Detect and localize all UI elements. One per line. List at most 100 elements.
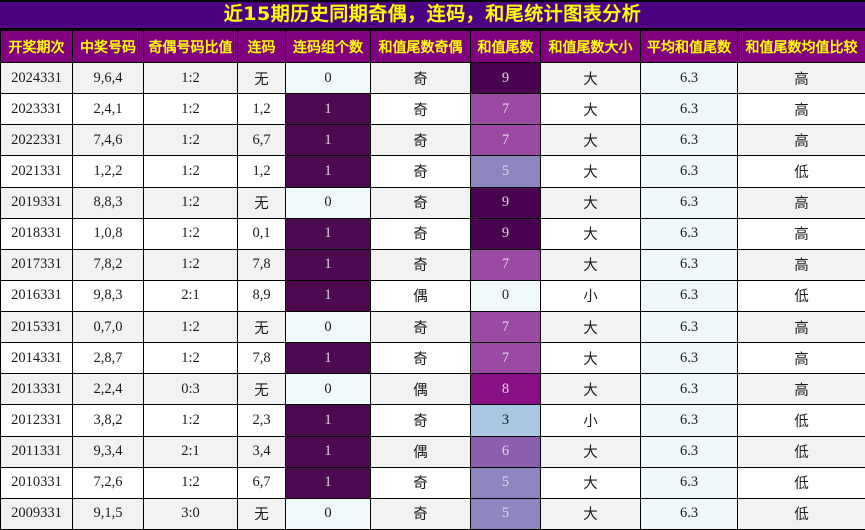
consecutive-group-count-cell: 1 <box>285 342 371 375</box>
period-cell: 2022331 <box>0 124 73 157</box>
odd-even-ratio-cell: 1:2 <box>143 155 238 188</box>
sum-tail-parity-cell: 奇 <box>370 466 471 499</box>
avg-sum-tail-cell: 6.3 <box>640 404 738 437</box>
sum-tail-size-cell: 大 <box>540 155 641 188</box>
sum-tail-size-cell: 大 <box>540 124 641 157</box>
sum-tail-size-cell: 大 <box>540 93 641 126</box>
sum-tail-size-cell: 大 <box>540 310 641 344</box>
col-header-sum-tail-size: 和值尾数大小 <box>540 30 641 63</box>
avg-sum-tail-cell: 6.3 <box>640 497 738 530</box>
consecutive-codes-cell: 1,2 <box>237 93 286 126</box>
vs-mean-cell: 高 <box>737 310 865 344</box>
table-row: 2019331 8,8,3 1:2 无 0 奇 9 大 6.3 高 <box>0 186 865 219</box>
avg-sum-tail-cell: 6.3 <box>640 155 738 188</box>
col-header-period: 开奖期次 <box>0 30 73 63</box>
sum-tail-parity-cell: 奇 <box>370 93 471 126</box>
consecutive-codes-cell: 7,8 <box>237 342 286 375</box>
sum-tail-parity-cell: 偶 <box>370 279 471 313</box>
vs-mean-cell: 高 <box>737 186 865 219</box>
sum-tail-size-cell: 大 <box>540 342 641 375</box>
sum-tail-cell: 7 <box>470 342 541 375</box>
period-cell: 2017331 <box>0 248 73 281</box>
sum-tail-cell: 7 <box>470 124 541 157</box>
odd-even-ratio-cell: 1:2 <box>143 93 238 126</box>
page-title: 近15期历史同期奇偶，连码，和尾统计图表分析 <box>0 0 865 30</box>
consecutive-group-count-cell: 1 <box>285 155 371 188</box>
consecutive-codes-cell: 无 <box>237 61 286 95</box>
table-row: 2016331 9,8,3 2:1 8,9 1 偶 0 小 6.3 低 <box>0 279 865 313</box>
odd-even-ratio-cell: 3:0 <box>143 497 238 530</box>
winning-numbers-cell: 1,0,8 <box>72 217 144 250</box>
odd-even-ratio-cell: 1:2 <box>143 124 238 157</box>
sum-tail-parity-cell: 奇 <box>370 497 471 530</box>
sum-tail-parity-cell: 偶 <box>370 373 471 406</box>
consecutive-group-count-cell: 1 <box>285 217 371 250</box>
avg-sum-tail-cell: 6.3 <box>640 217 738 250</box>
table-row: 2010331 7,2,6 1:2 6,7 1 奇 5 大 6.3 低 <box>0 466 865 499</box>
sum-tail-parity-cell: 奇 <box>370 155 471 188</box>
vs-mean-cell: 高 <box>737 373 865 406</box>
consecutive-group-count-cell: 0 <box>285 310 371 344</box>
consecutive-group-count-cell: 0 <box>285 373 371 406</box>
sum-tail-parity-cell: 奇 <box>370 124 471 157</box>
odd-even-ratio-cell: 0:3 <box>143 373 238 406</box>
period-cell: 2010331 <box>0 466 73 499</box>
winning-numbers-cell: 1,2,2 <box>72 155 144 188</box>
table-header: 开奖期次 中奖号码 奇偶号码比值 连码 连码组个数 和值尾数奇偶 和值尾数 和值… <box>0 30 865 63</box>
sum-tail-cell: 6 <box>470 435 541 468</box>
stats-table: 开奖期次 中奖号码 奇偶号码比值 连码 连码组个数 和值尾数奇偶 和值尾数 和值… <box>0 30 865 530</box>
vs-mean-cell: 低 <box>737 497 865 530</box>
sum-tail-parity-cell: 奇 <box>370 61 471 95</box>
odd-even-ratio-cell: 2:1 <box>143 435 238 468</box>
period-cell: 2023331 <box>0 93 73 126</box>
winning-numbers-cell: 9,3,4 <box>72 435 144 468</box>
vs-mean-cell: 低 <box>737 155 865 188</box>
winning-numbers-cell: 3,8,2 <box>72 404 144 437</box>
sum-tail-cell: 5 <box>470 497 541 530</box>
sum-tail-parity-cell: 奇 <box>370 248 471 281</box>
consecutive-codes-cell: 8,9 <box>237 279 286 313</box>
sum-tail-parity-cell: 奇 <box>370 217 471 250</box>
winning-numbers-cell: 8,8,3 <box>72 186 144 219</box>
period-cell: 2018331 <box>0 217 73 250</box>
table-row: 2014331 2,8,7 1:2 7,8 1 奇 7 大 6.3 高 <box>0 342 865 375</box>
vs-mean-cell: 低 <box>737 466 865 499</box>
avg-sum-tail-cell: 6.3 <box>640 435 738 468</box>
sum-tail-parity-cell: 奇 <box>370 404 471 437</box>
col-header-winning-numbers: 中奖号码 <box>72 30 144 63</box>
sum-tail-cell: 7 <box>470 93 541 126</box>
period-cell: 2015331 <box>0 310 73 344</box>
period-cell: 2019331 <box>0 186 73 219</box>
table-body: 2024331 9,6,4 1:2 无 0 奇 9 大 6.3 高 2023331 2,4,1 1:2 1… <box>0 61 865 530</box>
sum-tail-size-cell: 大 <box>540 373 641 406</box>
vs-mean-cell: 高 <box>737 342 865 375</box>
sum-tail-cell: 8 <box>470 373 541 406</box>
consecutive-codes-cell: 无 <box>237 497 286 530</box>
sum-tail-cell: 9 <box>470 186 541 219</box>
avg-sum-tail-cell: 6.3 <box>640 248 738 281</box>
avg-sum-tail-cell: 6.3 <box>640 61 738 95</box>
sum-tail-size-cell: 大 <box>540 248 641 281</box>
consecutive-group-count-cell: 1 <box>285 404 371 437</box>
period-cell: 2014331 <box>0 342 73 375</box>
col-header-odd-even-ratio: 奇偶号码比值 <box>143 30 238 63</box>
sum-tail-cell: 5 <box>470 155 541 188</box>
avg-sum-tail-cell: 6.3 <box>640 93 738 126</box>
table-row: 2009331 9,1,5 3:0 无 0 奇 5 大 6.3 低 <box>0 497 865 530</box>
sum-tail-cell: 5 <box>470 466 541 499</box>
odd-even-ratio-cell: 1:2 <box>143 466 238 499</box>
consecutive-codes-cell: 0,1 <box>237 217 286 250</box>
consecutive-group-count-cell: 1 <box>285 93 371 126</box>
vs-mean-cell: 低 <box>737 435 865 468</box>
table-row: 2012331 3,8,2 1:2 2,3 1 奇 3 小 6.3 低 <box>0 404 865 437</box>
vs-mean-cell: 高 <box>737 93 865 126</box>
sum-tail-size-cell: 大 <box>540 217 641 250</box>
sum-tail-cell: 0 <box>470 279 541 313</box>
odd-even-ratio-cell: 1:2 <box>143 342 238 375</box>
winning-numbers-cell: 9,8,3 <box>72 279 144 313</box>
consecutive-codes-cell: 无 <box>237 186 286 219</box>
vs-mean-cell: 高 <box>737 124 865 157</box>
sum-tail-parity-cell: 偶 <box>370 435 471 468</box>
table-row: 2021331 1,2,2 1:2 1,2 1 奇 5 大 6.3 低 <box>0 155 865 188</box>
avg-sum-tail-cell: 6.3 <box>640 342 738 375</box>
